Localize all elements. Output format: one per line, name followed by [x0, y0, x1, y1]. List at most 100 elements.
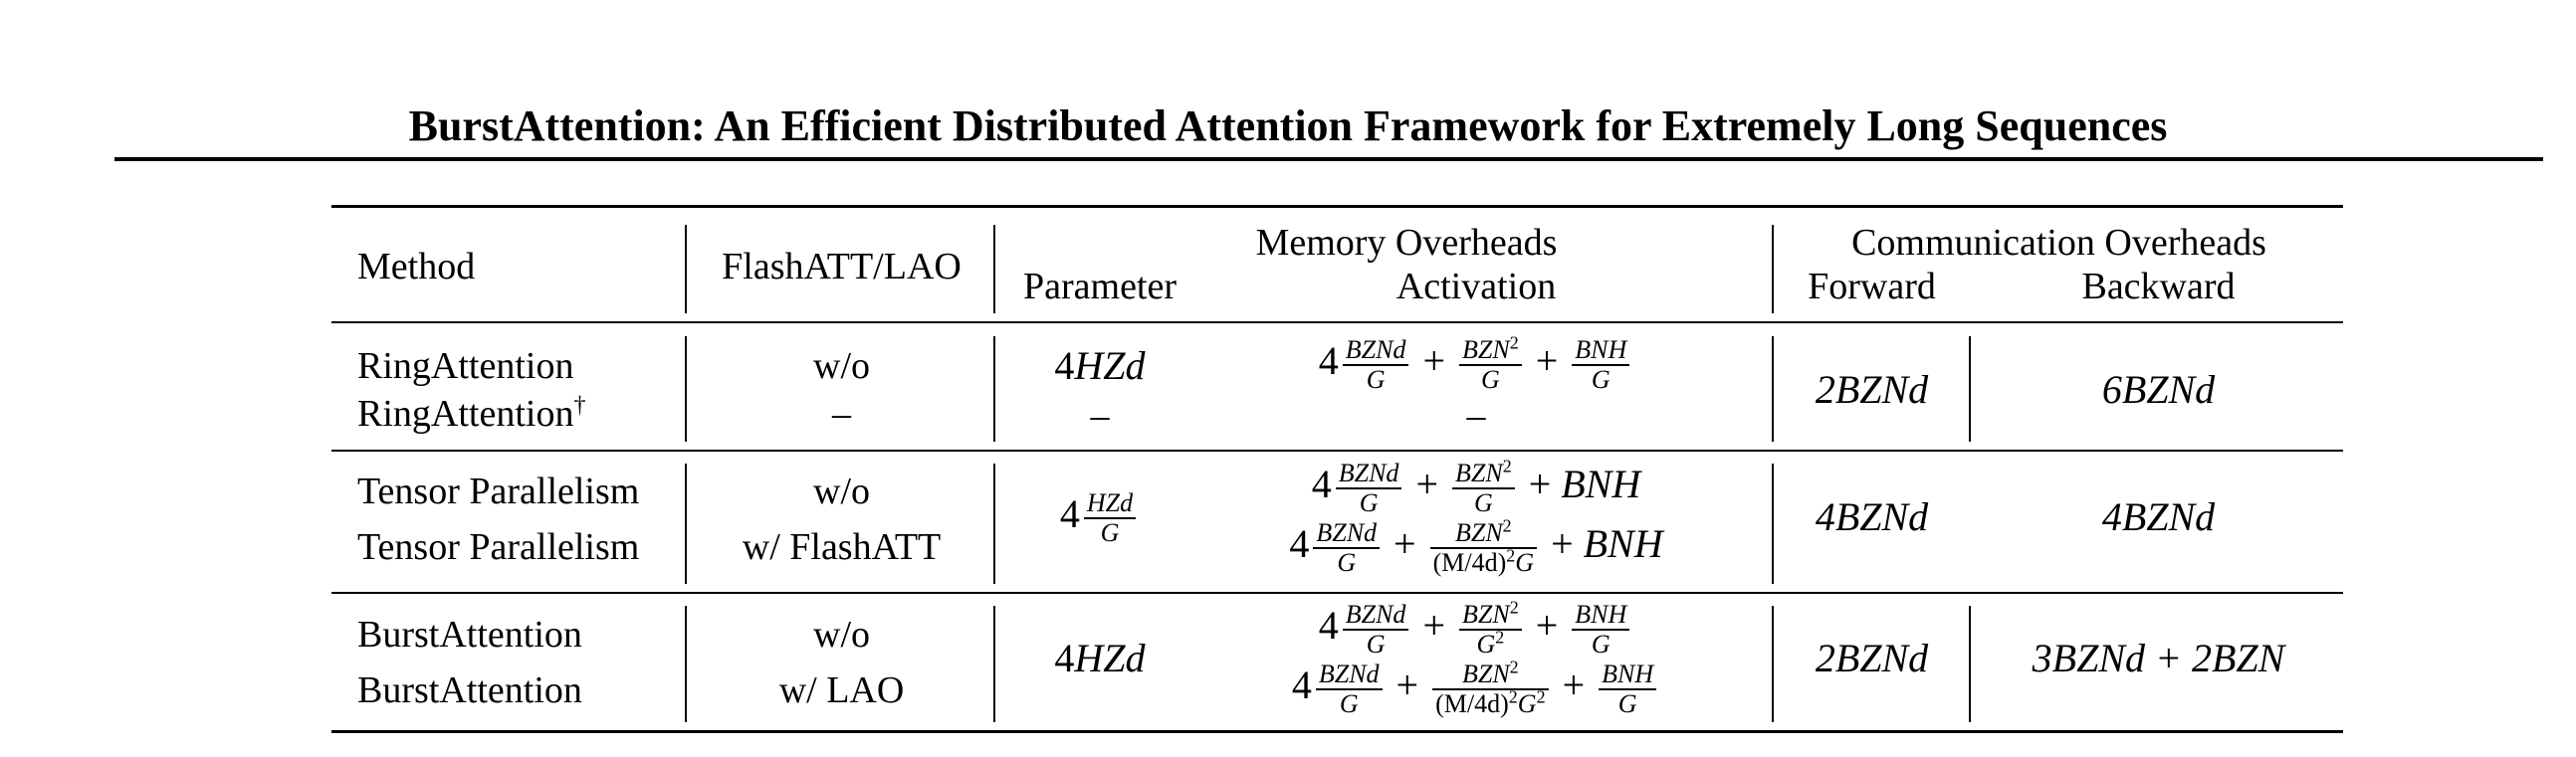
num-text: BZN: [1462, 600, 1510, 629]
plus: +: [1562, 662, 1586, 708]
frac: BZNd G: [1342, 336, 1409, 394]
vrule-flash-h: [993, 225, 995, 313]
row1-bottom-rule: [331, 450, 2343, 452]
plus: +: [1551, 521, 1574, 567]
row1-forward: 2BZNd: [1815, 367, 1929, 412]
header-bottom-rule: [331, 321, 2343, 323]
dagger-mark: †: [573, 392, 586, 419]
denominator: G: [1473, 488, 1493, 517]
paper-title: BurstAttention: An Efficient Distributed…: [408, 101, 2168, 150]
denominator: G: [1591, 630, 1610, 659]
vrule-forward-r3: [1969, 606, 1971, 722]
row1-method-a: RingAttention: [357, 345, 574, 387]
num-text: BZN: [1455, 459, 1503, 487]
vrule-method-r2: [685, 464, 687, 584]
vrule-memory-r1: [1772, 336, 1774, 442]
coef: 4: [1318, 338, 1339, 384]
row2-method-a: Tensor Parallelism: [357, 471, 640, 512]
coef: 4: [1054, 636, 1075, 680]
vrule-flash-r1: [993, 336, 995, 442]
numerator: BZN2: [1452, 457, 1515, 489]
numerator: BNH: [1572, 601, 1630, 631]
plus: +: [1415, 462, 1438, 507]
header-parameter: Parameter: [1022, 266, 1178, 307]
row2-activation-b: 4 BZNd G + BZN2 (M/4d)2G + BNH: [1227, 516, 1725, 577]
denominator: G: [1359, 488, 1379, 517]
den-text: G: [1515, 548, 1535, 577]
vrule-method-r1: [685, 336, 687, 442]
row3-flash-a: w/o: [813, 614, 870, 656]
coef: 4: [1059, 491, 1080, 537]
row3-backward: 3BZNd + 2BZN: [2032, 636, 2285, 680]
vrule-method-h: [685, 225, 687, 313]
numerator: BZN2: [1459, 598, 1522, 631]
plus: +: [1535, 603, 1559, 649]
row3-parameter: 4HZd: [1000, 637, 1199, 680]
frac: BZN2 (M/4d)2G: [1429, 516, 1538, 577]
term: BNH: [1583, 521, 1663, 567]
table-top-rule: [331, 205, 2343, 208]
plus: +: [1422, 338, 1445, 384]
exp: 2: [1536, 686, 1546, 707]
exp: 2: [1508, 686, 1518, 707]
row1-backward: 6BZNd: [2101, 367, 2216, 412]
numerator: BZN2: [1432, 658, 1549, 690]
exp: 2: [1506, 545, 1516, 566]
header-memory-group: Memory Overheads: [1255, 222, 1558, 264]
coef: 4: [1289, 521, 1310, 567]
plus: +: [1422, 603, 1445, 649]
exp: 2: [1509, 597, 1519, 618]
row2-flash-a: w/o: [813, 471, 870, 512]
numerator: BZNd: [1335, 460, 1402, 489]
denominator: G: [1480, 365, 1500, 394]
frac: BZN2 G2: [1459, 598, 1522, 659]
row1-parameter-b: –: [1090, 395, 1110, 437]
row1-method-b: RingAttention†: [357, 392, 585, 436]
row3-flash-b: w/ LAO: [778, 669, 905, 711]
header-backward: Backward: [2081, 266, 2236, 307]
row2-bottom-rule: [331, 592, 2343, 594]
row2-activation-a: 4 BZNd G + BZN2 G + BNH: [1227, 457, 1725, 517]
plus: +: [1535, 338, 1559, 384]
denominator: G: [1339, 689, 1359, 718]
numerator: BZNd: [1342, 336, 1409, 366]
exp: 2: [1509, 332, 1519, 353]
header-rule: [114, 157, 2543, 161]
term: BNH: [1561, 462, 1641, 507]
plus: +: [1394, 521, 1416, 567]
den-text: (M/4d): [1435, 689, 1509, 718]
frac: BZNd G: [1315, 661, 1383, 718]
vrule-memory-r3: [1772, 606, 1774, 722]
row1-activation-b: –: [1466, 395, 1486, 437]
row2-flash-b: w/ FlashATT: [742, 526, 942, 568]
numerator: BNH: [1599, 661, 1657, 690]
numerator: BZN2: [1459, 333, 1522, 366]
frac: HZd G: [1083, 489, 1137, 547]
plus: +: [1528, 462, 1552, 507]
header-flash: FlashATT/LAO: [722, 246, 962, 287]
row1-flash-b: –: [832, 393, 851, 435]
vrule-flash-r2: [993, 464, 995, 584]
frac: BZNd G: [1342, 601, 1409, 659]
row2-method-b: Tensor Parallelism: [357, 526, 640, 568]
frac: BNH G: [1599, 661, 1657, 718]
denominator: G: [1591, 365, 1610, 394]
denominator: (M/4d)2G2: [1432, 687, 1548, 718]
numerator: HZd: [1083, 489, 1137, 519]
exp: 2: [1502, 456, 1512, 476]
header-forward: Forward: [1808, 266, 1936, 307]
exp: 2: [1509, 657, 1519, 677]
denominator: G: [1100, 518, 1120, 547]
plus: +: [1395, 662, 1419, 708]
row3-activation-a: 4 BZNd G + BZN2 G2 + BNH G: [1227, 598, 1725, 659]
row1-flash-a: w/o: [813, 345, 870, 387]
row3-forward: 2BZNd: [1815, 636, 1929, 680]
denominator: G: [1366, 630, 1386, 659]
vrule-flash-r3: [993, 606, 995, 722]
param-term: HZd: [1074, 636, 1146, 680]
numerator: BNH: [1572, 336, 1630, 366]
exp: 2: [1502, 515, 1512, 536]
den-text: G: [1517, 689, 1537, 718]
row2-parameter: 4 HZd G: [1000, 489, 1199, 547]
row1-parameter: 4HZd: [1000, 344, 1199, 388]
